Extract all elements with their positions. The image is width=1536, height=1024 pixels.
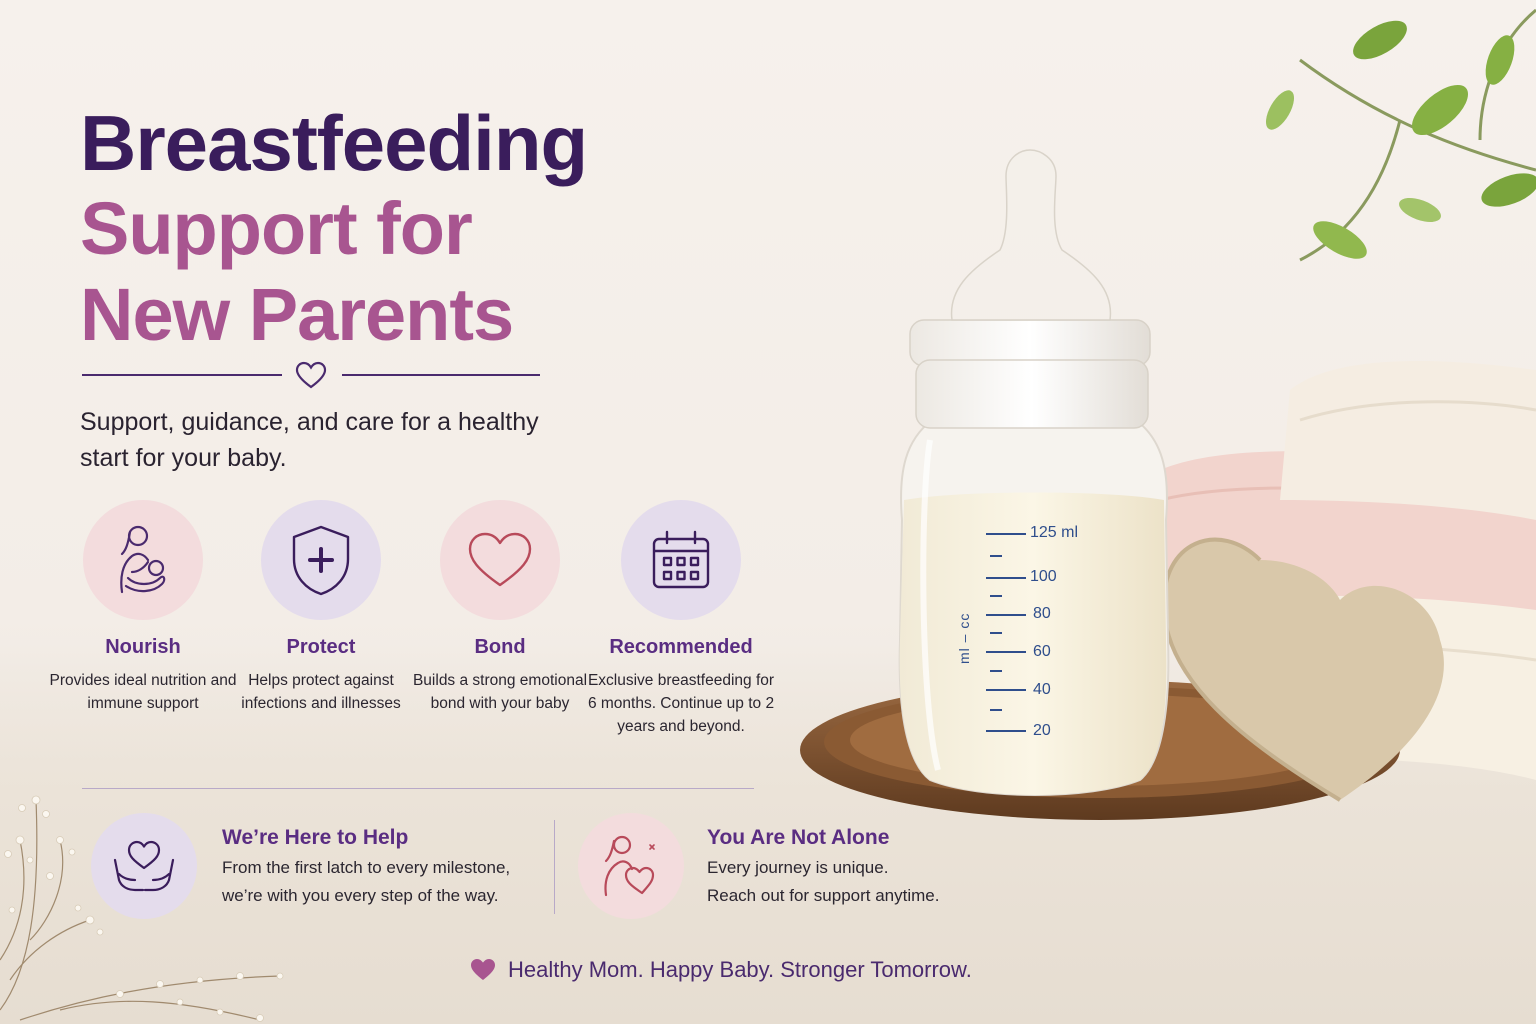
mother-baby-icon — [83, 500, 203, 620]
not-alone-text-line2: Reach out for support anytime. — [707, 886, 940, 905]
benefit-text: Exclusive breastfeeding for 6 months. Co… — [587, 672, 775, 735]
bottle-marking-40: 40 — [1033, 681, 1051, 698]
bottle-marking-125: 125 ml — [1030, 524, 1079, 541]
subtitle: Support, guidance, and care for a health… — [80, 408, 539, 472]
title-line-3: New Parents — [80, 273, 514, 356]
mother-child-heart-icon — [578, 813, 684, 919]
bottle-marking-20: 20 — [1033, 722, 1051, 739]
divider-left — [82, 374, 282, 376]
scene-illustration — [800, 8, 1536, 820]
benefit-title: Bond — [474, 636, 526, 658]
benefit-title: Nourish — [105, 636, 181, 658]
tagline-heart-icon — [471, 959, 495, 980]
help-title: We’re Here to Help — [222, 826, 409, 849]
divider-heart-icon — [295, 361, 327, 389]
calendar-icon — [621, 500, 741, 620]
benefit-title: Protect — [286, 636, 356, 658]
tagline-text: Healthy Mom. Happy Baby. Stronger Tomorr… — [508, 957, 972, 982]
divider-right — [342, 374, 540, 376]
benefit-text: Provides ideal nutrition and immune supp… — [49, 672, 237, 712]
benefit-nourish: Nourish Provides ideal nutrition and imm… — [48, 500, 238, 715]
title-line-2: Support for — [80, 187, 473, 270]
not-alone-text-line1: Every journey is unique. — [707, 858, 889, 877]
help-text-line1: From the first latch to every milestone, — [222, 858, 511, 877]
bottle-marking-60: 60 — [1033, 643, 1051, 660]
leaves-decoration — [1266, 8, 1536, 262]
bottle-marking-80: 80 — [1033, 605, 1051, 622]
section-divider — [82, 788, 754, 789]
vertical-divider — [554, 820, 555, 914]
bottle-marking-100: 100 — [1030, 568, 1057, 585]
title-line-1: Breastfeeding — [80, 99, 588, 187]
tagline: Healthy Mom. Happy Baby. Stronger Tomorr… — [470, 957, 972, 983]
bottle-scene: 125 ml 100 80 60 40 20 ml – cc — [780, 0, 1536, 1024]
benefit-recommended: Recommended Exclusive breastfeeding for … — [586, 500, 776, 738]
benefit-protect: Protect Helps protect against infections… — [226, 500, 416, 715]
bottle-unit-label: ml – cc — [956, 612, 972, 664]
not-alone-title: You Are Not Alone — [707, 826, 890, 849]
help-text-line2: we’re with you every step of the way. — [222, 886, 499, 905]
heart-icon — [440, 500, 560, 620]
benefit-text: Builds a strong emotional bond with your… — [412, 672, 588, 712]
flowers-decoration — [0, 795, 284, 1022]
benefit-bond: Bond Builds a strong emotional bond with… — [405, 500, 595, 715]
hands-heart-icon — [91, 813, 197, 919]
benefit-title: Recommended — [609, 636, 753, 658]
benefit-text: Helps protect against infections and ill… — [241, 672, 401, 712]
shield-plus-icon — [261, 500, 381, 620]
